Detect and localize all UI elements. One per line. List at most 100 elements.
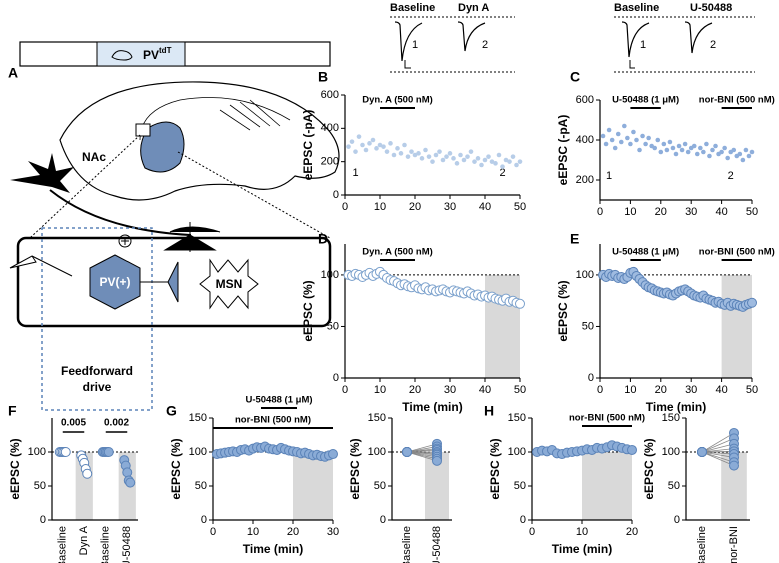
axon: [49, 189, 191, 250]
point: [416, 151, 421, 156]
y-tick-label: 150: [368, 412, 386, 424]
trace-label: Dyn A: [458, 2, 489, 14]
x-tick-label: 10: [247, 526, 259, 538]
point: [652, 145, 658, 151]
point: [432, 455, 442, 466]
neuron: [10, 153, 74, 193]
pair-line: [701, 451, 735, 466]
y-tick-label: 0: [40, 514, 46, 526]
point: [606, 127, 612, 133]
point: [465, 154, 470, 159]
x-tick-label: 20: [409, 384, 421, 396]
point: [402, 447, 412, 457]
point: [749, 149, 755, 155]
point: [503, 157, 509, 163]
point: [713, 143, 718, 149]
point: [363, 147, 369, 153]
trace-label: Baseline: [390, 2, 435, 14]
trace: [394, 21, 423, 62]
scale-bar: [629, 60, 635, 69]
x-axis-label: Time (min): [402, 400, 462, 414]
x-tick-label: 40: [479, 201, 491, 213]
y-tick-label: 100: [321, 269, 339, 281]
annotation: U-50488 (1 μM): [245, 395, 312, 406]
x-tick-label: 0: [597, 206, 603, 218]
point: [444, 154, 449, 159]
point: [412, 152, 418, 158]
y-axis-label: eEPSC (-pA): [301, 110, 315, 181]
y-tick-label: 50: [514, 480, 526, 492]
y-axis-label: eEPSC (%): [556, 280, 570, 341]
point: [743, 147, 749, 153]
p-value: 0.002: [104, 418, 129, 429]
point: [377, 142, 383, 148]
x-tick-label: 30: [327, 526, 339, 538]
x-tick-label: 30: [444, 201, 456, 213]
axis: [344, 95, 520, 196]
scale-bar: [404, 60, 411, 69]
point: [391, 152, 397, 158]
y-axis-label: eEPSC (%): [8, 438, 22, 499]
x-tick-label: 40: [715, 384, 727, 396]
point: [640, 133, 645, 139]
region-label: NAc: [82, 150, 106, 164]
annotation: nor-BNI (500 nM): [699, 95, 775, 106]
panel-letter: A: [8, 65, 18, 81]
y-tick-label: 50: [195, 480, 207, 492]
brain-detail: [139, 97, 291, 141]
point: [622, 123, 627, 129]
electrode: [9, 255, 73, 277]
annotation: 1: [352, 167, 358, 179]
x-tick-label: 10: [624, 384, 636, 396]
annotation: nor-BNI (500 nM): [699, 247, 775, 258]
x-tick-label: 20: [626, 526, 638, 538]
header-box: [96, 41, 186, 67]
pv-cell: [89, 254, 141, 310]
shade: [721, 274, 752, 378]
y-tick-label: 100: [28, 446, 46, 458]
pair-line: [701, 432, 735, 453]
trace: [621, 21, 650, 58]
point: [707, 153, 712, 159]
y-axis-label: eEPSC (%): [642, 438, 656, 499]
y-tick-label: 50: [668, 480, 680, 492]
y-tick-label: 50: [582, 320, 594, 332]
annotation: U-50488 (1 μM): [612, 247, 679, 258]
y-tick-label: 200: [321, 156, 339, 168]
point: [514, 162, 519, 168]
point: [433, 152, 439, 158]
annotation: 2: [728, 170, 734, 182]
x-tick-label: 50: [746, 384, 758, 396]
x-axis-label: Time (min): [646, 400, 706, 414]
point: [451, 156, 456, 161]
caption-line: drive: [83, 380, 112, 394]
trace-number: 1: [412, 39, 418, 51]
panel-letter: G: [166, 403, 177, 419]
x-tick-label: 0: [210, 526, 216, 538]
annotation: U-50488 (1 μM): [612, 95, 679, 106]
y-axis-label: eEPSC (%): [301, 280, 315, 341]
point: [731, 147, 737, 153]
point: [643, 141, 648, 147]
pair-line: [701, 451, 735, 458]
point: [698, 145, 703, 151]
marker: [747, 297, 757, 308]
point: [517, 159, 523, 164]
point: [360, 142, 365, 148]
y-tick-label: 0: [333, 189, 339, 201]
target-label: MSN: [216, 277, 243, 291]
traces-right: Baseline U-50488 1 2: [614, 2, 755, 73]
point: [737, 151, 743, 157]
point: [634, 137, 639, 143]
y-tick-label: 50: [34, 480, 46, 492]
point: [631, 129, 636, 135]
marker: [627, 444, 637, 455]
pair-line: [701, 438, 735, 453]
x-tick-label: 30: [444, 384, 456, 396]
x-tick-label: Baseline: [100, 526, 112, 563]
